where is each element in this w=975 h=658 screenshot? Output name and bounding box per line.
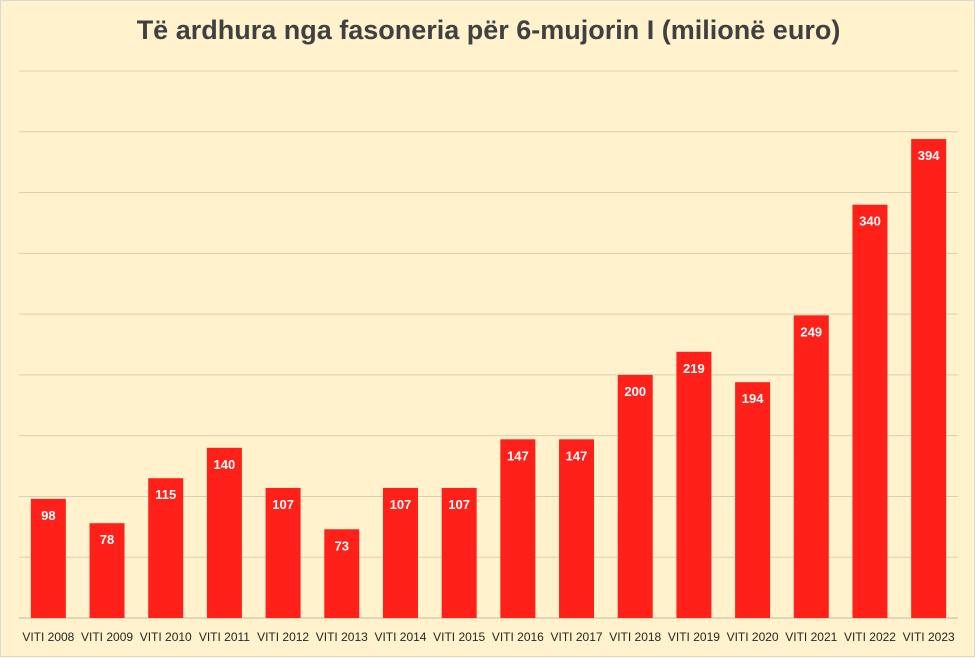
x-tick-label: VITI 2009 (81, 630, 133, 644)
bar-viti-2008 (30, 498, 66, 618)
data-label: 107 (390, 497, 412, 512)
x-tick-label: VITI 2018 (609, 630, 661, 644)
x-tick-label: VITI 2015 (433, 630, 485, 644)
data-label: 98 (41, 508, 55, 523)
data-label: 107 (448, 497, 470, 512)
x-tick-label: VITI 2021 (785, 630, 837, 644)
data-label: 147 (566, 448, 588, 463)
x-tick-label: VITI 2016 (492, 630, 544, 644)
chart-title: Të ardhura nga fasoneria për 6-mujorin I… (136, 15, 841, 45)
data-label: 115 (155, 487, 176, 502)
bar-viti-2013 (324, 529, 360, 618)
bar-viti-2023 (911, 139, 947, 618)
bar-viti-2015 (441, 487, 477, 618)
bar-viti-2009 (89, 523, 125, 618)
x-tick-label: VITI 2012 (257, 630, 309, 644)
bar-viti-2012 (265, 487, 301, 618)
data-label: 107 (272, 497, 294, 512)
bar-viti-2011 (206, 447, 242, 618)
x-tick-label: VITI 2022 (844, 630, 896, 644)
data-label: 219 (683, 361, 705, 376)
data-label: 140 (214, 457, 236, 472)
bar-viti-2020 (735, 382, 771, 618)
x-tick-label: VITI 2013 (316, 630, 368, 644)
data-label: 249 (800, 324, 822, 339)
bar-viti-2019 (676, 351, 712, 618)
data-label: 147 (507, 448, 529, 463)
x-tick-label: VITI 2023 (903, 630, 955, 644)
x-tick-label: VITI 2014 (374, 630, 426, 644)
x-tick-label: VITI 2020 (727, 630, 779, 644)
bar-viti-2021 (793, 315, 829, 618)
data-label: 394 (918, 148, 940, 163)
bar-viti-2010 (148, 478, 184, 618)
x-tick-label: VITI 2010 (140, 630, 192, 644)
bar-viti-2018 (617, 374, 653, 618)
x-tick-label: VITI 2017 (551, 630, 603, 644)
data-label: 340 (859, 214, 881, 229)
bar-viti-2016 (500, 439, 536, 618)
bar-viti-2017 (559, 439, 595, 618)
data-label: 194 (742, 391, 764, 406)
x-tick-label: VITI 2019 (668, 630, 720, 644)
data-label: 78 (100, 532, 114, 547)
data-label: 200 (624, 384, 646, 399)
x-tick-label: VITI 2008 (22, 630, 74, 644)
bar-viti-2022 (852, 204, 888, 618)
bar-viti-2014 (382, 487, 418, 618)
x-tick-label: VITI 2011 (199, 630, 250, 644)
data-label: 73 (335, 538, 349, 553)
